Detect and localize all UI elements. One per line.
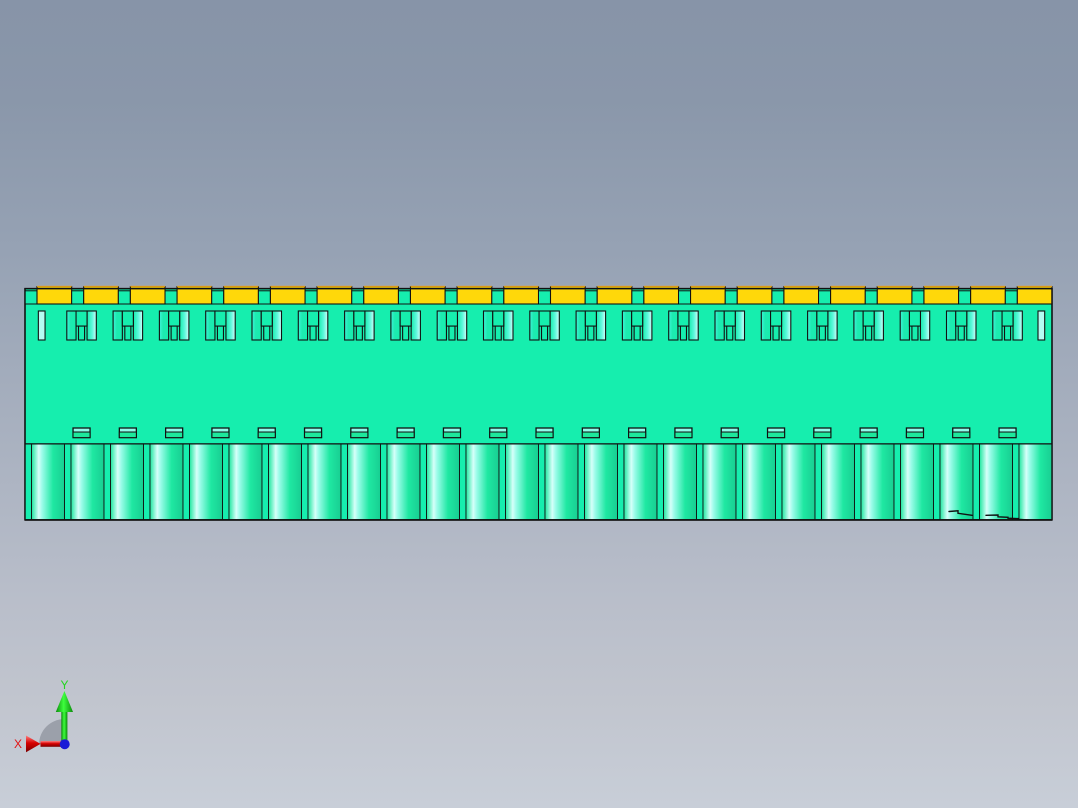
svg-text:Y: Y <box>61 678 69 692</box>
svg-text:X: X <box>14 737 22 751</box>
